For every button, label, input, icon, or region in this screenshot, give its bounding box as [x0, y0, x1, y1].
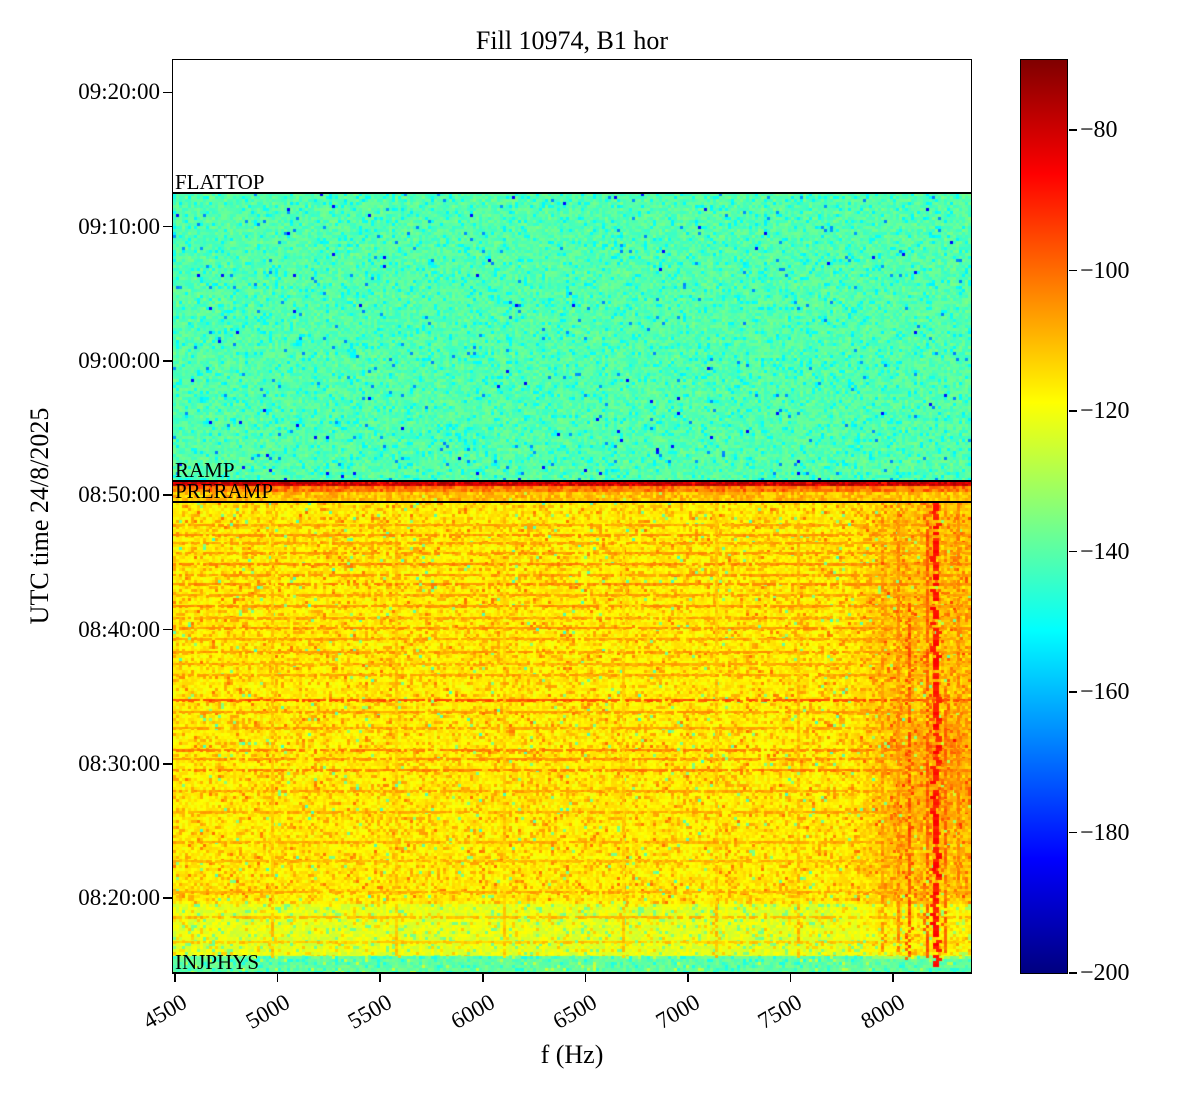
- y-tick-mark: [163, 225, 172, 228]
- colorbar-tick-label: −100: [1080, 257, 1130, 284]
- colorbar-tick-mark: [1069, 972, 1077, 974]
- colorbar-tick-mark: [1069, 550, 1077, 553]
- y-tick-mark: [163, 897, 172, 899]
- y-tick-label: 09:20:00: [78, 79, 160, 105]
- colorbar-tick-label: −80: [1080, 117, 1118, 144]
- colorbar: [1020, 59, 1068, 974]
- x-tick-mark: [482, 973, 484, 982]
- x-tick-label: 6000: [446, 989, 499, 1034]
- x-tick-label: 7000: [651, 989, 704, 1034]
- annotation-line-ramp: [173, 479, 971, 482]
- x-tick-label: 4500: [138, 989, 192, 1034]
- chart-title: Fill 10974, B1 hor: [475, 26, 669, 55]
- x-tick-label: 8000: [856, 989, 910, 1034]
- y-tick-mark: [163, 494, 172, 496]
- colorbar-tick-mark: [1069, 129, 1077, 131]
- y-axis-label: UTC time 24/8/2025: [25, 407, 54, 625]
- x-tick-label: 6500: [549, 989, 602, 1034]
- x-tick-mark: [174, 973, 176, 982]
- x-tick-mark: [276, 973, 279, 982]
- y-tick-label: 08:40:00: [78, 616, 160, 642]
- y-tick-label: 08:20:00: [78, 885, 160, 911]
- colorbar-tick-mark: [1069, 410, 1077, 412]
- colorbar-tick-mark: [1069, 691, 1077, 693]
- y-tick-label: 08:50:00: [78, 482, 160, 508]
- annotation-label-injphys: INJPHYS: [175, 950, 260, 974]
- colorbar-tick-label: −180: [1080, 819, 1130, 846]
- colorbar-tick-label: −160: [1080, 679, 1130, 706]
- colorbar-tick-mark: [1069, 269, 1077, 272]
- y-tick-label: 08:30:00: [78, 750, 160, 776]
- annotation-line-injphys: [173, 972, 971, 974]
- x-tick-mark: [379, 973, 381, 982]
- y-tick-label: 09:10:00: [78, 213, 160, 239]
- y-tick-label: 09:00:00: [78, 347, 160, 373]
- annotation-label-flattop: FLATTOP: [175, 170, 265, 195]
- colorbar-tick-mark: [1069, 831, 1077, 834]
- y-tick-mark: [163, 628, 172, 631]
- x-tick-label: 7500: [754, 989, 807, 1034]
- y-tick-mark: [163, 91, 172, 94]
- x-tick-mark: [892, 973, 894, 982]
- spectrogram-canvas: [173, 60, 971, 973]
- x-axis-label: f (Hz): [540, 1040, 604, 1069]
- y-tick-mark: [163, 763, 172, 765]
- y-tick-mark: [163, 360, 172, 362]
- x-tick-mark: [687, 973, 689, 982]
- colorbar-tick-label: −120: [1080, 398, 1130, 425]
- plot-area: [172, 59, 972, 974]
- colorbar-tick-label: −200: [1080, 960, 1130, 986]
- colorbar-tick-label: −140: [1080, 538, 1130, 565]
- annotation-label-preramp: PRERAMP: [175, 478, 274, 503]
- x-tick-mark: [789, 973, 792, 982]
- annotation-line-flattop: [173, 192, 971, 195]
- annotation-line-preramp: [173, 500, 971, 503]
- x-tick-label: 5000: [241, 989, 294, 1034]
- annotation-label-ramp: RAMP: [175, 457, 235, 482]
- x-tick-label: 5500: [343, 989, 397, 1034]
- x-tick-mark: [584, 973, 587, 982]
